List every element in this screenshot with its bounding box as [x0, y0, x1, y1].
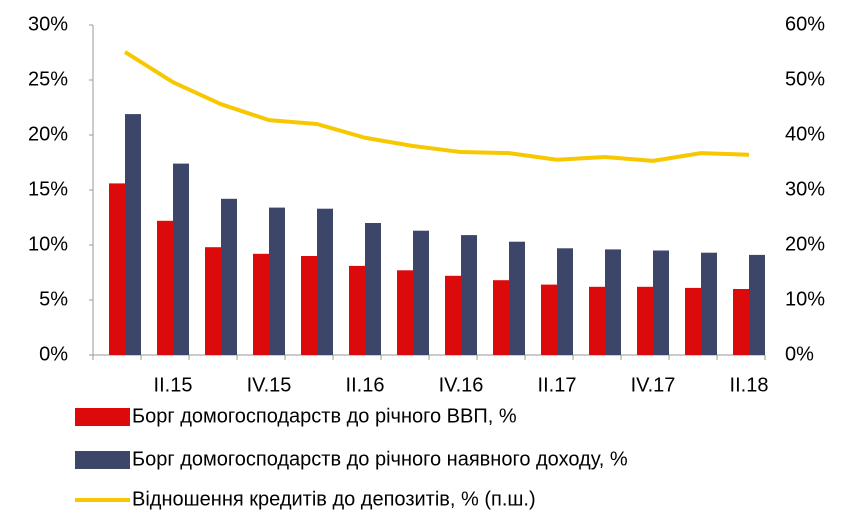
x-tick-label: IV.17 [631, 374, 676, 396]
bar [509, 241, 525, 355]
legend-label: Відношення кредитів до депозитів, % (п.ш… [132, 488, 536, 510]
bar [733, 289, 749, 355]
bar [413, 230, 429, 355]
bar [349, 265, 365, 355]
legend-label: Борг домогосподарств до річного ВВП, % [132, 405, 517, 427]
y2-tick-label: 30% [785, 178, 825, 200]
bar [685, 287, 701, 355]
bar [541, 284, 557, 355]
bar [605, 249, 621, 355]
x-tick-label: II.15 [154, 374, 193, 396]
y2-tick-label: 50% [785, 68, 825, 90]
legend-swatch [75, 408, 130, 426]
bar [637, 286, 653, 355]
y2-tick-label: 20% [785, 233, 825, 255]
y2-tick-label: 40% [785, 123, 825, 145]
bar [493, 280, 509, 355]
y-tick-label: 0% [39, 343, 68, 365]
x-tick-label: IV.16 [439, 374, 484, 396]
bar [557, 248, 573, 355]
bar [301, 256, 317, 355]
y-tick-label: 5% [39, 288, 68, 310]
bar [125, 114, 141, 355]
bar [205, 247, 221, 355]
y-tick-label: 10% [28, 233, 68, 255]
y2-tick-label: 0% [785, 343, 814, 365]
bar [365, 223, 381, 355]
y2-tick-label: 10% [785, 288, 825, 310]
legend-label: Борг домогосподарств до річного наявного… [132, 448, 628, 470]
bar [221, 198, 237, 355]
bar [445, 275, 461, 355]
bar [589, 286, 605, 355]
bar [701, 252, 717, 355]
bar [653, 250, 669, 355]
x-tick-label: II.16 [346, 374, 385, 396]
line [123, 50, 750, 163]
bar [749, 254, 765, 355]
bar [461, 235, 477, 355]
bar [269, 207, 285, 355]
bar [157, 220, 173, 355]
bar [397, 270, 413, 355]
y-tick-label: 30% [28, 13, 68, 35]
legend-swatch [75, 451, 130, 469]
y2-tick-label: 60% [785, 13, 825, 35]
x-tick-label: II.18 [730, 374, 769, 396]
y-tick-label: 15% [28, 178, 68, 200]
x-tick-label: II.17 [538, 374, 577, 396]
bar [317, 208, 333, 355]
y-tick-label: 20% [28, 123, 68, 145]
bar [253, 253, 269, 355]
x-tick-label: IV.15 [247, 374, 292, 396]
y-tick-label: 25% [28, 68, 68, 90]
bar [109, 183, 125, 355]
bar [173, 163, 189, 355]
